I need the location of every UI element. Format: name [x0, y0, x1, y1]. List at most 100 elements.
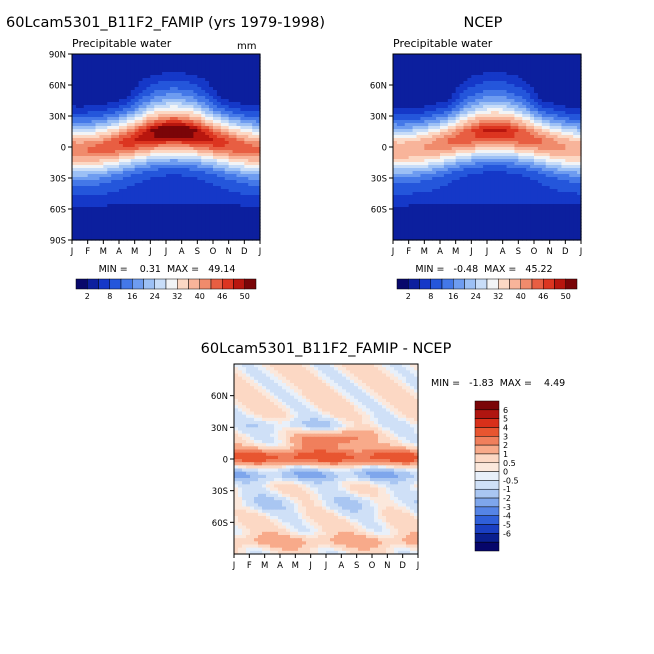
panel1-field-cell: [154, 132, 159, 136]
panel1-field-cell: [166, 87, 171, 91]
panel2-field-cell: [400, 99, 406, 103]
panel2-field-cell: [569, 168, 574, 172]
panel1-field-cell: [119, 201, 124, 205]
panel2-field-cell: [404, 144, 410, 148]
panel2-field-cell: [396, 84, 402, 88]
panel1-field-cell: [162, 180, 167, 184]
panel2-field-cell: [526, 93, 531, 97]
panel1-field-cell: [126, 147, 132, 151]
panel1-field-cell: [150, 222, 155, 226]
panel2-field-cell: [420, 168, 425, 172]
panel1-field-cell: [216, 225, 222, 229]
panel1-field-cell: [154, 225, 159, 229]
panel2-field-cell: [541, 69, 547, 73]
panel1-field-cell: [91, 111, 97, 115]
panel1-field-cell: [146, 213, 151, 217]
panel2-field-cell: [573, 138, 578, 142]
panel2-field-cell: [393, 69, 398, 73]
panel1-field-cell: [166, 189, 171, 193]
panel2-field-cell: [471, 81, 476, 85]
panel1-field-cell: [181, 75, 187, 79]
panel1-field-cell: [177, 171, 183, 175]
panel2-field-cell: [577, 114, 582, 118]
panel1-field-cell: [126, 201, 132, 205]
panel1-field-cell: [177, 72, 183, 76]
panel1-field-cell: [79, 105, 85, 109]
panel1-field-cell: [177, 153, 183, 157]
panel1-field-cell: [150, 99, 155, 103]
panel1-field-cell: [150, 111, 155, 115]
panel2-field-cell: [557, 132, 563, 136]
panel1-field-cell: [173, 168, 179, 172]
panel2-field-cell: [396, 69, 402, 73]
panel2-field-cell: [475, 102, 480, 106]
panel1-field-cell: [177, 114, 183, 118]
panel1-field-cell: [236, 174, 242, 178]
panel1-field-cell: [205, 72, 210, 76]
panel1-field-cell: [75, 156, 81, 160]
panel1-field-cell: [130, 117, 136, 121]
panel2-field-cell: [506, 69, 512, 73]
panel1-field-cell: [224, 228, 230, 232]
panel1-field-cell: [193, 189, 198, 193]
panel2-field-cell: [440, 87, 445, 91]
panel1-field-cell: [162, 159, 167, 163]
panel1-field-cell: [154, 174, 159, 178]
panel2-field-cell: [447, 123, 453, 127]
panel2-field-cell: [549, 99, 555, 103]
panel1-field-cell: [154, 204, 159, 208]
panel1-field-cell: [126, 93, 132, 97]
panel1-field-cell: [173, 147, 179, 151]
panel1-field-cell: [87, 108, 93, 112]
panel1-field-cell: [122, 228, 128, 232]
panel1-field-cell: [232, 105, 238, 109]
panel1-field-cell: [138, 108, 144, 112]
panel2-field-cell: [514, 144, 519, 148]
panel1-field-cell: [205, 210, 210, 214]
panel2-field-cell: [420, 108, 425, 112]
panel1-field-cell: [189, 132, 195, 136]
panel1-field-cell: [122, 222, 128, 226]
panel1-field-cell: [119, 213, 124, 217]
panel1-field-cell: [173, 210, 179, 214]
panel1-field-cell: [138, 204, 144, 208]
panel1-field-cell: [213, 117, 218, 121]
panel1-field-cell: [158, 162, 163, 166]
panel1-field-cell: [248, 180, 253, 184]
panel1-field-cell: [138, 153, 144, 157]
panel1-field-cell: [173, 153, 179, 157]
panel1-field-cell: [181, 81, 187, 85]
panel1-field-cell: [169, 210, 175, 214]
panel2-field-cell: [565, 171, 570, 175]
panel1-field-cell: [91, 186, 97, 190]
panel2-field-cell: [467, 147, 472, 151]
panel1-field-cell: [115, 99, 120, 103]
panel2-field-cell: [424, 147, 429, 151]
panel2-field-cell: [475, 129, 480, 133]
panel1-field-cell: [248, 132, 253, 136]
panel2-field-cell: [408, 126, 414, 130]
panel1-field-cell: [228, 72, 234, 76]
panel1-field-cell: [209, 216, 214, 220]
panel1-field-cell: [158, 69, 163, 73]
panel1-field-cell: [119, 156, 124, 160]
panel1-field-cell: [138, 231, 144, 235]
panel1-field-cell: [83, 78, 89, 82]
panel1-field-cell: [154, 186, 159, 190]
panel2-field-cell: [522, 108, 527, 112]
panel1-field-cell: [111, 153, 116, 157]
panel1-field-cell: [224, 216, 230, 220]
panel1-field-cell: [83, 54, 89, 58]
panel1-field-cell: [99, 129, 104, 133]
panel2-field-cell: [498, 81, 504, 85]
panel1-field-cell: [256, 195, 261, 199]
panel1-field-cell: [213, 111, 218, 115]
panel2-field-cell: [420, 90, 425, 94]
panel1-field-cell: [236, 147, 242, 151]
panel2-field-cell: [475, 63, 480, 67]
panel1-field-cell: [119, 141, 124, 145]
panel1-field-cell: [224, 96, 230, 100]
panel2-field-cell: [404, 108, 410, 112]
panel1-field-cell: [119, 183, 124, 187]
panel1-field-cell: [185, 216, 191, 220]
